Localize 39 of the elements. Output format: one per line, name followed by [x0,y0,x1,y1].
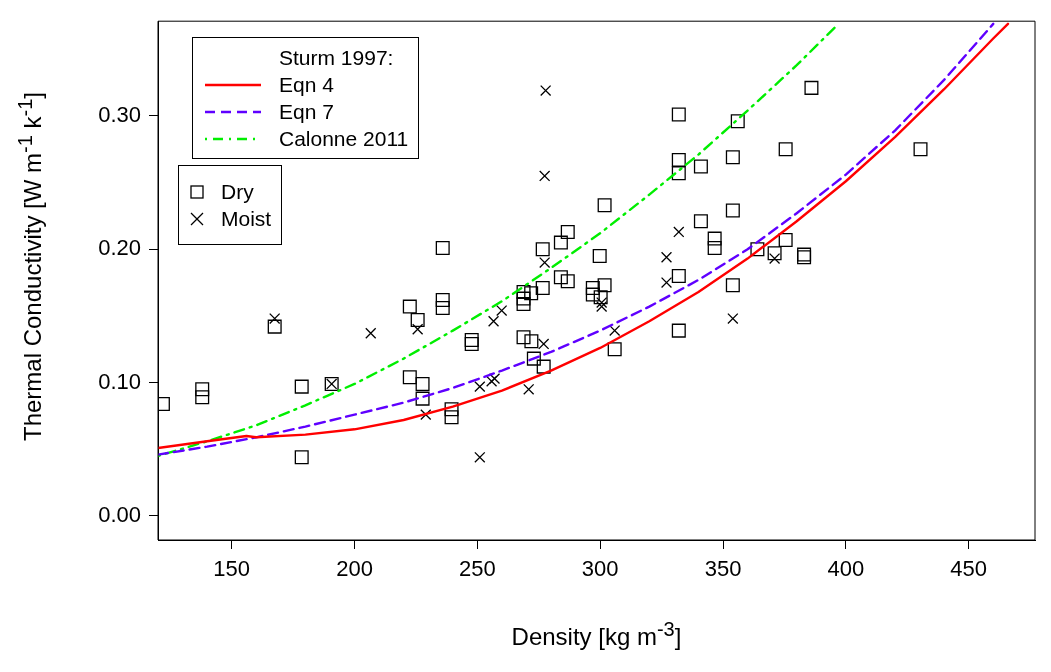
x-axis-title: Density [kg m$^{-3}$] [510,618,683,651]
point [727,313,739,325]
point [660,251,673,263]
y-tick-label: 0.00 [98,502,141,528]
point [412,323,424,335]
point [609,325,621,337]
legend-label: Eqn 4 [279,72,334,97]
x-tick-label: 400 [827,556,865,582]
point [540,84,552,97]
legend-label: Calonne 2011 [279,126,409,151]
point [420,409,432,421]
point [596,297,608,309]
point [673,226,685,238]
y-tick-label: 0.30 [98,101,141,127]
point [523,383,535,395]
point [487,315,500,327]
x-tick-label: 450 [950,556,988,582]
x-tick-label: 150 [213,556,251,582]
legend-label: Eqn 7 [279,99,334,124]
legend-title: Sturm 1997: [278,44,395,71]
point [538,338,550,350]
x-tick-label: 250 [459,556,496,582]
x-tick-label: 350 [704,556,742,582]
point [539,257,551,269]
y-tick-label: 0.10 [98,368,141,394]
point [365,327,377,339]
y-tick-label: 0.20 [98,235,141,261]
x-tick-label: 300 [581,556,619,582]
point [496,305,508,317]
legend-label: Dry [221,179,254,204]
point [769,253,781,265]
point [269,313,281,325]
point [474,451,486,463]
legend-label: Moist [221,206,272,231]
point [596,301,608,313]
point [660,277,673,289]
point [474,381,486,393]
x-tick-label: 200 [336,556,373,582]
point [539,170,551,182]
